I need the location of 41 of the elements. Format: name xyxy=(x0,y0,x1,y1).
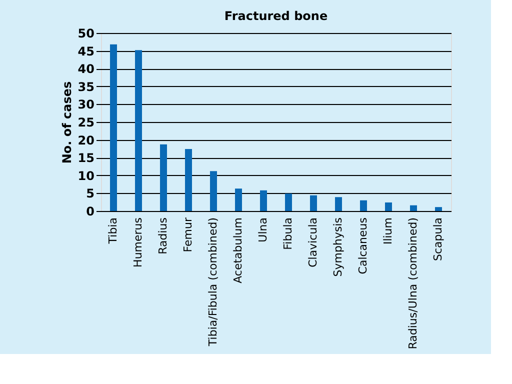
x-tick-label: Ulna xyxy=(256,218,270,242)
x-tick-label: Acetabulum xyxy=(232,218,244,284)
x-tick-label: Radius/Ulna (combined) xyxy=(406,218,420,350)
x-tick-label: Humerus xyxy=(132,217,144,268)
bar xyxy=(360,200,367,211)
bar xyxy=(435,207,442,211)
x-tick-label: Scapula xyxy=(432,218,444,262)
x-tick-label: Radius xyxy=(156,217,170,254)
y-tick-label: 25 xyxy=(78,116,94,130)
x-tick-label: Tibia xyxy=(106,218,120,245)
bar xyxy=(285,194,292,211)
bar xyxy=(110,44,117,211)
x-tick-label: Tibia/Fibula (combined) xyxy=(206,218,220,348)
bar xyxy=(135,50,142,211)
y-axis-title: No. of cases xyxy=(60,81,74,164)
bar xyxy=(410,205,417,211)
y-tick-label: 40 xyxy=(78,62,94,76)
bar xyxy=(335,197,342,211)
x-tick-label: Clavicula xyxy=(306,218,320,268)
y-tick-label: 15 xyxy=(78,151,94,166)
y-tick-label: 50 xyxy=(78,26,94,40)
x-tick-label: Calcaneus xyxy=(356,217,370,274)
bar xyxy=(260,190,267,211)
y-tick-label: 35 xyxy=(78,80,94,94)
y-tick-label: 10 xyxy=(78,168,94,183)
x-tick-label: Ilium xyxy=(382,218,394,245)
chart-title: Fractured bone xyxy=(224,9,328,23)
y-tick-label: 30 xyxy=(78,98,94,112)
bar xyxy=(185,149,192,211)
bar xyxy=(160,144,167,211)
bar xyxy=(385,202,392,211)
bar xyxy=(210,171,217,211)
y-tick-label: 5 xyxy=(86,186,94,201)
y-tick-label: 0 xyxy=(86,204,94,218)
y-tick-label: 20 xyxy=(78,133,94,148)
x-tick-label: Fibula xyxy=(282,218,294,250)
bar xyxy=(235,188,242,211)
x-tick-label: Femur xyxy=(182,217,194,252)
bar xyxy=(310,195,317,211)
y-tick-label: 45 xyxy=(78,44,94,58)
x-tick-label: Symphysis xyxy=(332,217,344,277)
